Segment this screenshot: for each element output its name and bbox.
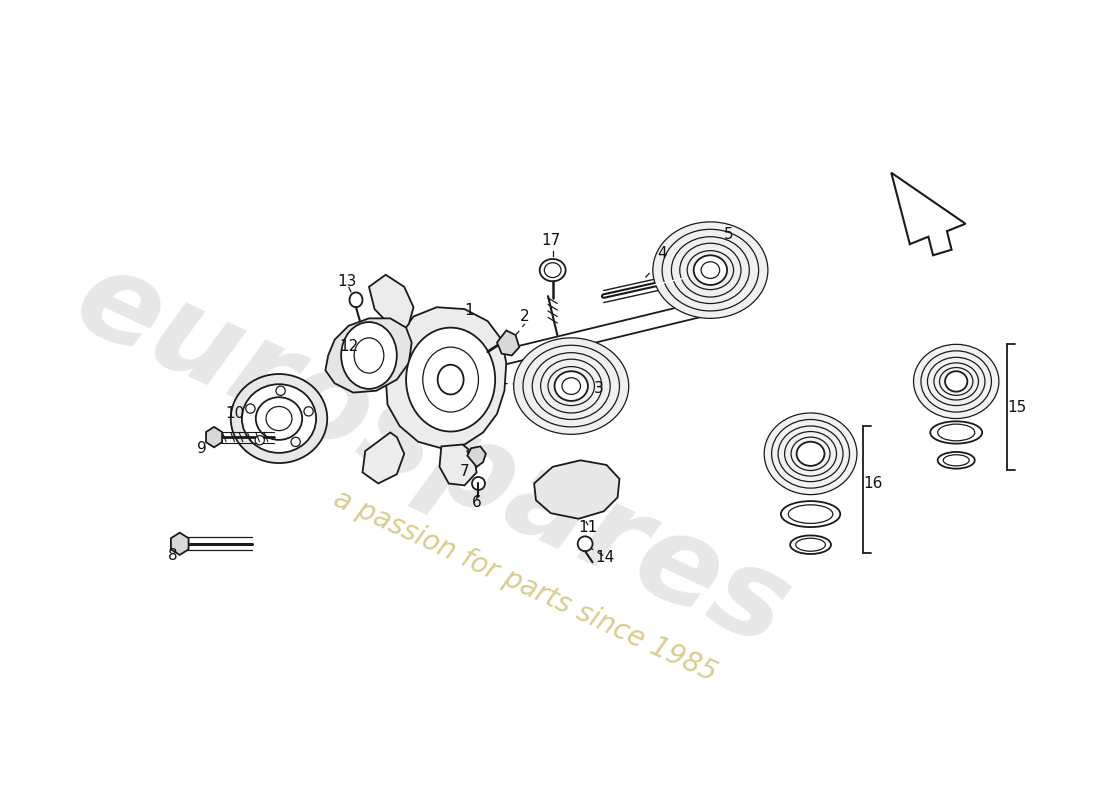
Ellipse shape bbox=[796, 442, 825, 466]
Text: 3: 3 bbox=[594, 382, 604, 396]
Polygon shape bbox=[497, 330, 519, 355]
Polygon shape bbox=[421, 295, 730, 384]
Ellipse shape bbox=[438, 365, 463, 394]
Ellipse shape bbox=[276, 386, 285, 395]
Text: a passion for parts since 1985: a passion for parts since 1985 bbox=[329, 484, 720, 687]
Ellipse shape bbox=[694, 255, 727, 285]
Ellipse shape bbox=[653, 222, 768, 318]
Polygon shape bbox=[368, 274, 414, 335]
Text: 10: 10 bbox=[226, 406, 245, 422]
Text: eurospares: eurospares bbox=[57, 239, 807, 672]
Ellipse shape bbox=[790, 535, 830, 554]
Polygon shape bbox=[386, 307, 506, 448]
Ellipse shape bbox=[231, 374, 327, 463]
Text: 2: 2 bbox=[520, 309, 529, 324]
Ellipse shape bbox=[937, 452, 975, 469]
Polygon shape bbox=[535, 460, 619, 518]
Ellipse shape bbox=[781, 501, 840, 527]
Text: 13: 13 bbox=[337, 274, 356, 289]
Ellipse shape bbox=[931, 422, 982, 444]
Text: 16: 16 bbox=[864, 476, 882, 491]
Text: 8: 8 bbox=[167, 548, 177, 563]
Ellipse shape bbox=[350, 292, 363, 307]
Text: 12: 12 bbox=[339, 338, 359, 354]
Ellipse shape bbox=[245, 404, 255, 414]
Polygon shape bbox=[891, 173, 966, 255]
Ellipse shape bbox=[256, 398, 302, 440]
Ellipse shape bbox=[540, 259, 565, 282]
Ellipse shape bbox=[578, 536, 593, 551]
Polygon shape bbox=[468, 446, 486, 466]
Text: 14: 14 bbox=[595, 550, 614, 566]
Polygon shape bbox=[170, 533, 188, 555]
Text: 11: 11 bbox=[579, 519, 597, 534]
Ellipse shape bbox=[341, 322, 397, 389]
Ellipse shape bbox=[472, 477, 485, 490]
Polygon shape bbox=[363, 433, 404, 483]
Ellipse shape bbox=[945, 371, 967, 392]
Ellipse shape bbox=[304, 406, 313, 416]
Text: 17: 17 bbox=[541, 233, 560, 248]
Polygon shape bbox=[440, 445, 476, 486]
Text: 9: 9 bbox=[197, 441, 207, 456]
Text: 1: 1 bbox=[464, 302, 474, 318]
Polygon shape bbox=[206, 427, 222, 447]
Text: 4: 4 bbox=[658, 246, 667, 261]
Ellipse shape bbox=[406, 328, 495, 431]
Ellipse shape bbox=[913, 344, 999, 418]
Ellipse shape bbox=[292, 438, 300, 446]
Ellipse shape bbox=[764, 413, 857, 494]
Text: 15: 15 bbox=[1006, 400, 1026, 415]
Text: 6: 6 bbox=[472, 494, 482, 510]
Ellipse shape bbox=[514, 338, 629, 434]
Ellipse shape bbox=[554, 371, 587, 401]
Text: 5: 5 bbox=[724, 227, 734, 242]
Text: 7: 7 bbox=[460, 464, 470, 479]
Ellipse shape bbox=[255, 435, 264, 445]
Ellipse shape bbox=[242, 384, 316, 453]
Polygon shape bbox=[326, 318, 411, 393]
